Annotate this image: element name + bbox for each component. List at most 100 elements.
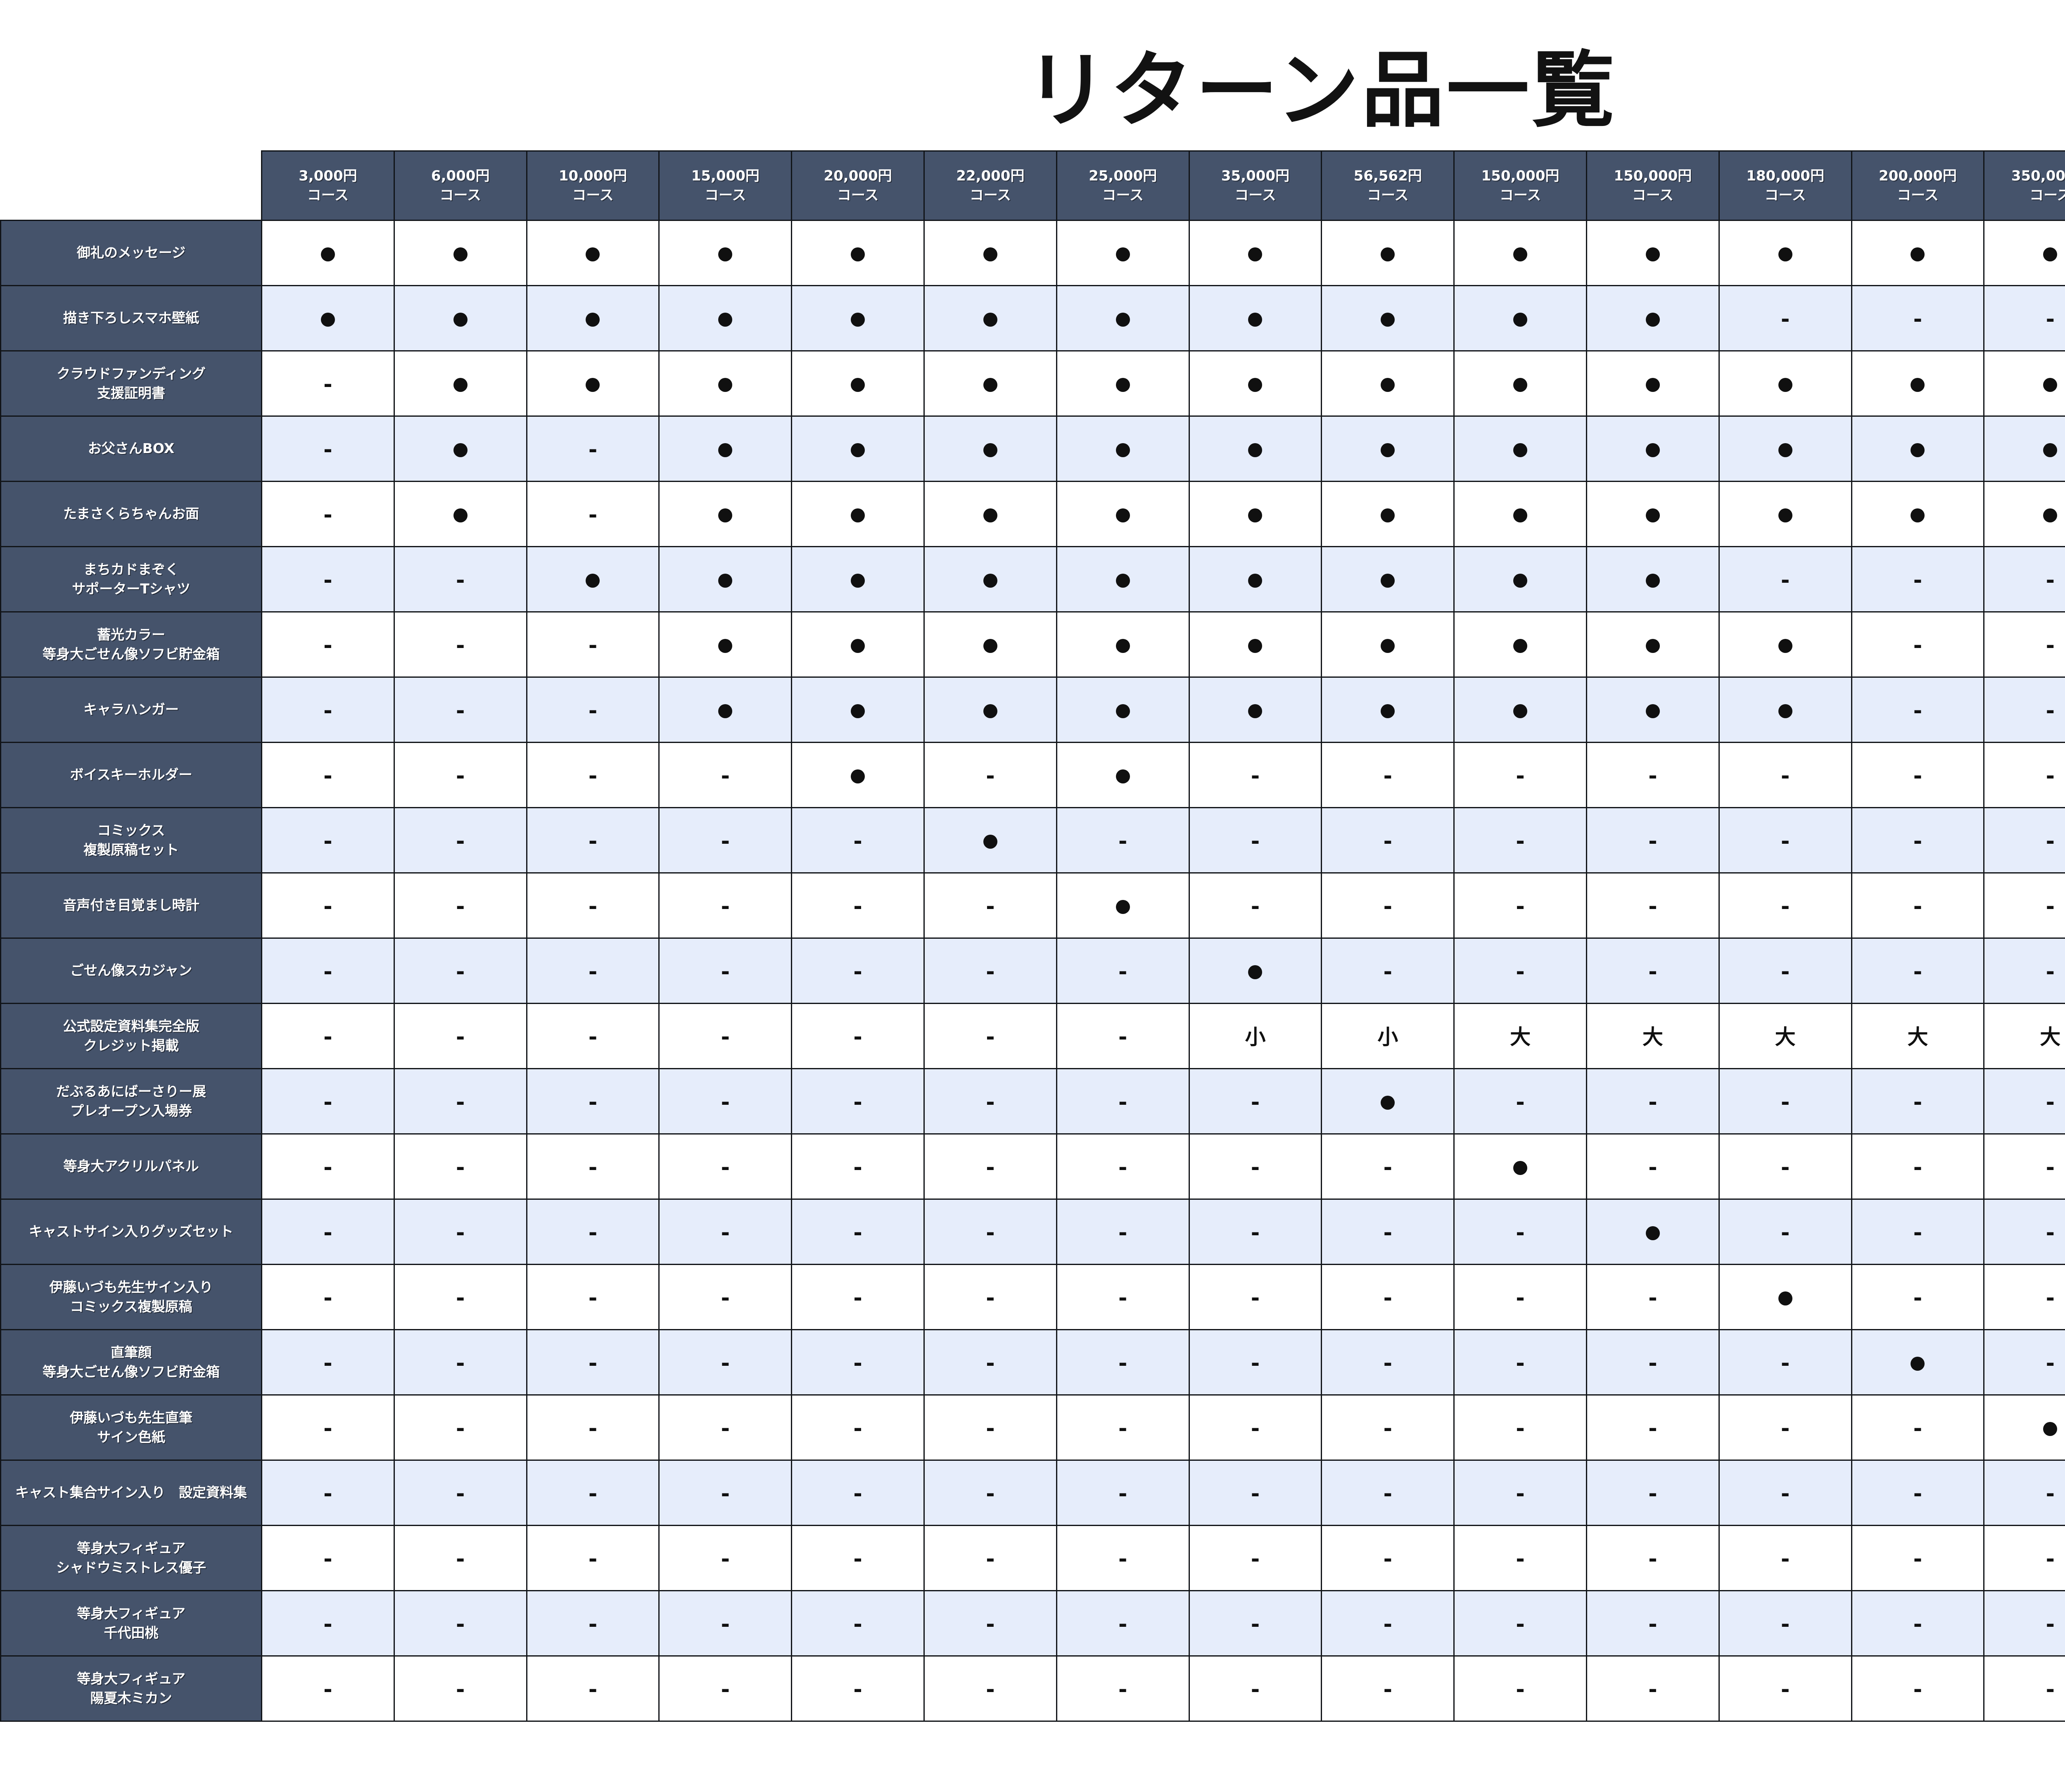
included-dot-icon <box>1381 443 1395 457</box>
included-dot-icon <box>1513 378 1528 392</box>
included-dot-icon <box>453 378 468 392</box>
not-included-dash: - <box>1516 1546 1525 1571</box>
included-dot-icon <box>1116 508 1130 522</box>
matrix-cell: - <box>1983 1199 2065 1265</box>
matrix-cell <box>658 220 793 286</box>
not-included-dash: - <box>456 1677 465 1702</box>
matrix-cell <box>1718 415 1852 482</box>
included-dot-icon <box>851 639 865 653</box>
column-header-course-suffix: コース <box>1367 187 1409 204</box>
column-header-3: 10,000円 コース <box>526 150 660 221</box>
matrix-cell <box>1321 350 1455 417</box>
included-dot-icon <box>718 247 733 261</box>
matrix-cell: - <box>1321 1590 1455 1657</box>
row-header-label-line: 公式設定資料集完全版 <box>63 1018 199 1034</box>
not-included-dash: - <box>1648 1351 1657 1376</box>
matrix-cell <box>1453 481 1587 547</box>
size-label: 大 <box>1642 1025 1663 1049</box>
included-dot-icon <box>1778 247 1792 261</box>
matrix-cell: - <box>261 807 395 873</box>
not-included-dash: - <box>1780 828 1790 854</box>
matrix-cell <box>1453 350 1587 417</box>
matrix-cell <box>1586 546 1720 612</box>
matrix-cell <box>1586 285 1720 351</box>
matrix-cell: - <box>1851 1590 1985 1657</box>
matrix-cell: - <box>393 807 527 873</box>
not-included-dash: - <box>1913 1481 1923 1506</box>
matrix-cell: - <box>393 676 527 743</box>
matrix-cell: 大 <box>1718 1003 1852 1069</box>
row-header-label-line: 複製原稿セット <box>83 841 179 858</box>
included-dot-icon <box>1778 378 1792 392</box>
matrix-cell <box>1453 676 1587 743</box>
matrix-cell: - <box>923 1655 1057 1722</box>
corner-cell <box>0 151 262 221</box>
matrix-cell: - <box>1983 742 2065 808</box>
not-included-dash: - <box>323 437 332 462</box>
not-included-dash: - <box>721 763 730 788</box>
not-included-dash: - <box>853 1285 862 1310</box>
matrix-cell: - <box>526 1329 660 1396</box>
matrix-cell: - <box>526 807 660 873</box>
matrix-cell: - <box>791 1199 925 1265</box>
row-header-12: ごせん像スカジャン <box>0 938 262 1004</box>
matrix-cell: - <box>261 1003 395 1069</box>
not-included-dash: - <box>2046 894 2055 919</box>
row-header-label-line: 等身大フィギュア <box>77 1540 185 1556</box>
matrix-cell <box>1586 676 1720 743</box>
not-included-dash: - <box>456 1546 465 1571</box>
not-included-dash: - <box>1913 306 1923 332</box>
matrix-cell <box>1188 676 1322 743</box>
row-header-1: 御礼のメッセージ <box>0 220 262 286</box>
matrix-cell: - <box>1718 285 1852 351</box>
matrix-cell: - <box>1586 1068 1720 1135</box>
matrix-cell <box>1188 546 1322 612</box>
not-included-dash: - <box>1118 959 1127 984</box>
included-dot-icon <box>1248 443 1263 457</box>
included-dot-icon <box>983 639 997 653</box>
not-included-dash: - <box>1648 894 1657 919</box>
matrix-cell: - <box>1188 1590 1322 1657</box>
matrix-cell: - <box>1851 546 1985 612</box>
row-header-label-line: だぶるあにばーさりー展 <box>56 1083 206 1099</box>
matrix-cell: - <box>1983 807 2065 873</box>
matrix-cell: - <box>923 1264 1057 1330</box>
matrix-cell: - <box>1321 938 1455 1004</box>
not-included-dash: - <box>721 1677 730 1702</box>
matrix-cell <box>791 415 925 482</box>
not-included-dash: - <box>1913 1089 1923 1115</box>
row-header-label-line: 千代田桃 <box>104 1624 159 1641</box>
matrix-cell <box>1586 481 1720 547</box>
not-included-dash: - <box>456 763 465 788</box>
not-included-dash: - <box>1648 1546 1657 1571</box>
included-dot-icon <box>1513 508 1528 522</box>
column-header-course-suffix: コース <box>572 187 614 204</box>
matrix-cell: - <box>1188 1394 1322 1461</box>
included-dot-icon <box>983 508 997 522</box>
matrix-cell <box>923 481 1057 547</box>
matrix-cell <box>393 350 527 417</box>
column-header-amount: 22,000円 <box>956 167 1025 184</box>
not-included-dash: - <box>2046 1481 2055 1506</box>
row-header-13: 公式設定資料集完全版 クレジット掲載 <box>0 1003 262 1069</box>
matrix-cell <box>1718 676 1852 743</box>
not-included-dash: - <box>1516 1612 1525 1637</box>
not-included-dash: - <box>853 828 862 854</box>
matrix-cell <box>658 481 793 547</box>
column-header-7: 25,000円 コース <box>1056 150 1190 221</box>
matrix-cell: - <box>1321 872 1455 939</box>
included-dot-icon <box>718 639 733 653</box>
included-dot-icon <box>2043 443 2058 457</box>
matrix-cell: - <box>658 1068 793 1135</box>
matrix-cell: - <box>1453 938 1587 1004</box>
matrix-cell: - <box>1188 1264 1322 1330</box>
not-included-dash: - <box>986 1677 995 1702</box>
included-dot-icon <box>851 508 865 522</box>
matrix-cell <box>1056 220 1190 286</box>
not-included-dash: - <box>588 1024 598 1049</box>
matrix-cell: - <box>393 1525 527 1591</box>
column-header-course-suffix: コース <box>705 187 746 204</box>
column-header-13: 200,000円 コース <box>1851 150 1985 221</box>
